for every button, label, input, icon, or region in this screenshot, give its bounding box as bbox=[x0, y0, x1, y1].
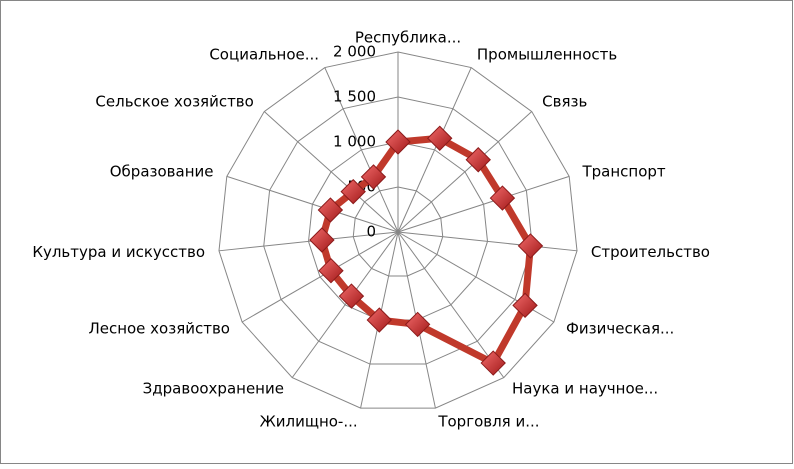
grid-ring bbox=[352, 186, 444, 277]
marker bbox=[465, 147, 491, 173]
spoke bbox=[397, 231, 505, 378]
spoke bbox=[397, 175, 570, 233]
marker bbox=[512, 292, 538, 319]
marker bbox=[404, 311, 431, 338]
category-label: Строительство bbox=[591, 243, 710, 261]
category-label: Социальное... bbox=[209, 45, 319, 63]
series-line bbox=[318, 134, 534, 367]
marker bbox=[338, 283, 365, 309]
category-label: Культура и искусство bbox=[32, 243, 205, 261]
category-label: Промышленность bbox=[477, 45, 617, 63]
r-tick-label: 1 000 bbox=[333, 133, 376, 151]
spoke bbox=[397, 111, 533, 233]
category-label: Связь bbox=[542, 93, 587, 111]
spoke bbox=[218, 231, 399, 252]
category-label: Физическая... bbox=[566, 320, 674, 338]
category-label: Транспорт bbox=[582, 163, 666, 181]
grid-ring bbox=[218, 51, 578, 409]
spoke bbox=[241, 231, 399, 323]
marker bbox=[517, 233, 544, 259]
spoke bbox=[397, 231, 578, 252]
marker bbox=[366, 307, 392, 333]
marker bbox=[385, 129, 411, 155]
marker bbox=[427, 125, 453, 151]
category-label: Республика... bbox=[355, 29, 461, 47]
category-label: Здравоохранение bbox=[143, 379, 284, 397]
marker bbox=[317, 197, 344, 223]
category-label: Лесное хозяйство bbox=[88, 320, 230, 338]
category-label: Торговля и... bbox=[437, 412, 539, 430]
r-tick-label: 2 000 bbox=[333, 43, 376, 61]
marker bbox=[340, 178, 366, 205]
marker bbox=[318, 257, 344, 284]
marker bbox=[480, 350, 506, 376]
r-tick-label: 1 500 bbox=[333, 88, 376, 106]
category-label: Сельское хозяйство bbox=[95, 93, 253, 111]
spoke bbox=[397, 67, 472, 233]
spoke bbox=[291, 231, 399, 378]
marker bbox=[360, 164, 387, 190]
category-label: Жилищно-... bbox=[260, 412, 358, 430]
r-tick-label: 0 bbox=[366, 223, 376, 241]
spoke bbox=[226, 175, 399, 233]
grid-ring bbox=[263, 96, 533, 365]
category-label: Наука и научное... bbox=[512, 379, 658, 397]
marker bbox=[489, 185, 516, 211]
category-label: Образование bbox=[110, 163, 214, 181]
spoke bbox=[263, 111, 399, 233]
spoke bbox=[324, 67, 399, 233]
marker bbox=[309, 227, 335, 253]
